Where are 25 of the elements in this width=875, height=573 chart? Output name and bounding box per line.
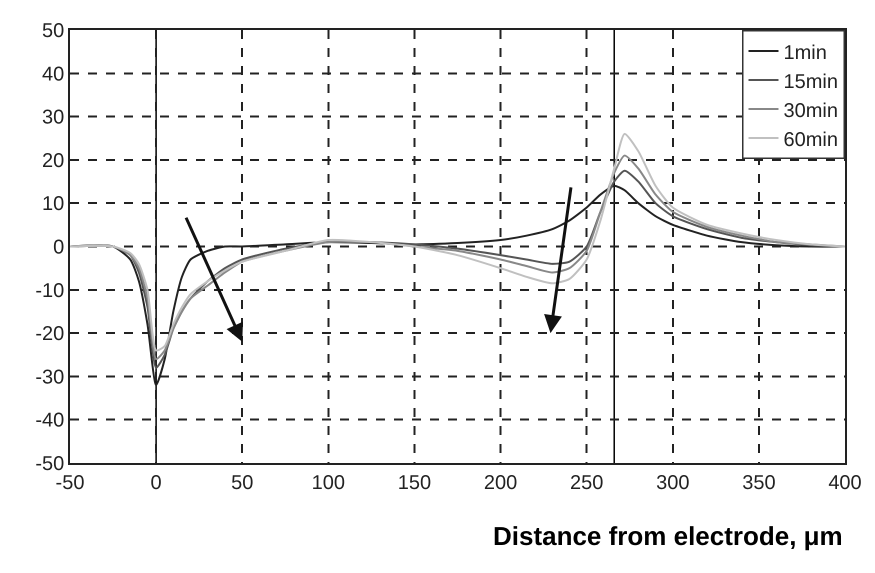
legend-label: 30min (784, 100, 838, 122)
legend-label: 15min (784, 70, 838, 93)
y-tick-label: -40 (35, 410, 64, 432)
y-tick-label: -30 (35, 366, 64, 388)
y-tick-label: 20 (42, 150, 64, 172)
x-tick-label: 100 (312, 472, 346, 494)
x-tick-label: 400 (828, 472, 862, 494)
y-tick-label: -10 (35, 280, 64, 302)
x-tick-label: 350 (742, 472, 776, 494)
y-tick-label: -50 (35, 453, 64, 475)
x-tick-label: 200 (484, 472, 518, 494)
x-tick-label: 150 (398, 472, 432, 494)
y-tick-label: -20 (35, 323, 64, 346)
x-axis-title: Distance from electrode, μm (493, 521, 843, 551)
x-tick-label: 0 (150, 472, 162, 494)
legend-label: 60min (784, 128, 838, 151)
x-tick-label: 50 (231, 472, 254, 494)
y-tick-label: 0 (53, 236, 64, 258)
y-tick-label: 10 (42, 193, 64, 216)
y-tick-label: 50 (42, 20, 64, 42)
legend-label: 1min (784, 42, 827, 64)
x-tick-label: 250 (570, 472, 604, 494)
x-tick-label: 300 (656, 472, 690, 494)
y-tick-label: 40 (42, 63, 64, 86)
y-tick-label: 30 (42, 106, 64, 129)
